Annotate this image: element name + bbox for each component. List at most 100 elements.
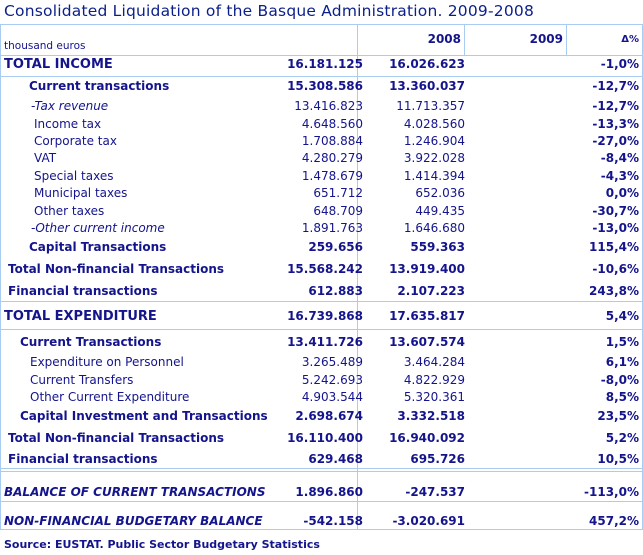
row-divider [1, 24, 642, 25]
row-label: Financial transactions [8, 452, 158, 466]
value-change: -30,7% [592, 204, 639, 218]
row-label: TOTAL INCOME [4, 57, 113, 72]
column-divider [464, 24, 465, 55]
value-2008: 13.411.726 [287, 335, 363, 349]
row-label: -Tax revenue [31, 99, 109, 113]
value-change: -8,0% [600, 373, 639, 387]
value-2009: 652.036 [415, 186, 465, 200]
row-divider [1, 468, 642, 469]
value-change: -4,3% [600, 169, 639, 183]
value-2008: 259.656 [308, 240, 363, 254]
value-2008: 4.280.279 [301, 151, 363, 165]
value-change: -1,0% [600, 57, 639, 71]
row-label: Financial transactions [8, 284, 158, 298]
column-divider [566, 24, 567, 55]
row-divider [1, 55, 642, 56]
row-label: VAT [34, 151, 57, 165]
row-divider [1, 471, 642, 472]
value-2009: 1.246.904 [403, 134, 465, 148]
liquidation-table: thousand euros 2008 2009 Δ% TOTAL INCOME… [0, 24, 643, 530]
value-2009: 1.414.394 [403, 169, 465, 183]
row-label: Total Non-financial Transactions [8, 262, 225, 276]
value-2008: 16.181.125 [287, 57, 363, 71]
value-2008: 4.903.544 [301, 390, 363, 404]
row-label: Current transactions [29, 79, 170, 93]
value-change: 1,5% [605, 335, 639, 349]
value-change: -12,7% [592, 79, 639, 93]
value-change: 8,5% [605, 390, 639, 404]
value-2008: 629.468 [308, 452, 363, 466]
value-2009: 449.435 [415, 204, 465, 218]
value-2008: 612.883 [308, 284, 363, 298]
row-label: Income tax [34, 117, 102, 131]
value-2009: 13.919.400 [389, 262, 465, 276]
value-change: 5,4% [605, 309, 639, 323]
value-change: -13,3% [592, 117, 639, 131]
row-label: Other Current Expenditure [30, 390, 190, 404]
value-2008: 15.568.242 [287, 262, 363, 276]
value-2009: 11.713.357 [396, 99, 465, 113]
value-2009: 559.363 [410, 240, 465, 254]
row-divider [1, 76, 642, 77]
value-change: -8,4% [600, 151, 639, 165]
value-change: -27,0% [592, 134, 639, 148]
value-change: 243,8% [589, 284, 639, 298]
value-2009: 695.726 [410, 452, 465, 466]
row-label: Total Non-financial Transactions [8, 431, 225, 445]
value-change: 115,4% [589, 240, 639, 254]
value-2009: 3.332.518 [397, 409, 465, 423]
value-2009: 16.026.623 [389, 57, 465, 71]
value-2008: 1.478.679 [301, 169, 363, 183]
value-2009: 5.320.361 [403, 390, 465, 404]
row-label: Special taxes [34, 169, 114, 183]
row-divider [1, 501, 642, 502]
value-2009: 4.822.929 [403, 373, 465, 387]
value-change: -10,6% [592, 262, 639, 276]
row-label: TOTAL EXPENDITURE [4, 309, 157, 324]
value-2008: 15.308.586 [287, 79, 363, 93]
value-2008: 2.698.674 [295, 409, 363, 423]
value-2008: 16.110.400 [287, 431, 363, 445]
value-change: 10,5% [597, 452, 639, 466]
value-2009: 3.464.284 [403, 355, 465, 369]
row-divider [1, 329, 642, 330]
row-label: Capital Transactions [29, 240, 167, 254]
value-2008: 3.265.489 [301, 355, 363, 369]
value-2008: -542.158 [303, 514, 363, 528]
value-2009: 13.360.037 [389, 79, 465, 93]
value-change: -12,7% [592, 99, 639, 113]
value-2009: 13.607.574 [389, 335, 465, 349]
value-2009: -3.020.691 [392, 514, 465, 528]
row-label: Capital Investment and Transactions [20, 409, 268, 423]
row-divider [1, 301, 642, 302]
value-2008: 1.896.860 [295, 485, 363, 499]
page-title: Consolidated Liquidation of the Basque A… [4, 2, 535, 20]
row-label: NON-FINANCIAL BUDGETARY BALANCE [4, 514, 263, 528]
value-change: -13,0% [592, 221, 639, 235]
value-2008: 1.708.884 [301, 134, 363, 148]
value-2008: 16.739.868 [287, 309, 363, 323]
value-change: -113,0% [584, 485, 639, 499]
value-2008: 13.416.823 [294, 99, 363, 113]
value-change: 0,0% [605, 186, 639, 200]
value-2009: 2.107.223 [397, 284, 465, 298]
value-2009: 16.940.092 [389, 431, 465, 445]
row-label: Corporate tax [34, 134, 117, 148]
row-divider [1, 529, 642, 530]
value-2009: -247.537 [405, 485, 465, 499]
row-label: Current Transfers [30, 373, 134, 387]
value-change: 23,5% [597, 409, 639, 423]
row-label: Current Transactions [20, 335, 162, 349]
column-header-change: Δ% [621, 34, 639, 45]
value-change: 6,1% [605, 355, 639, 369]
row-label: BALANCE OF CURRENT TRANSACTIONS [4, 485, 266, 499]
value-2009: 4.028.560 [403, 117, 465, 131]
source-note: Source: EUSTAT. Public Sector Budgetary … [4, 538, 320, 551]
value-change: 457,2% [589, 514, 639, 528]
column-header-2008: 2008 [427, 32, 461, 46]
value-2008: 4.648.560 [301, 117, 363, 131]
column-header-2009: 2009 [529, 32, 563, 46]
value-2009: 17.635.817 [389, 309, 465, 323]
row-label: Municipal taxes [34, 186, 128, 200]
row-label: -Other current income [31, 221, 165, 235]
